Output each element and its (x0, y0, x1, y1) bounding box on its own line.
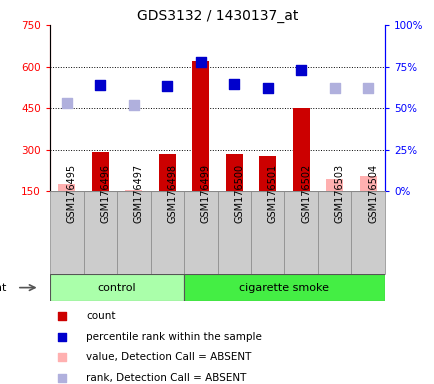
Bar (117, 191, 150, 274)
Bar (250, 191, 284, 274)
Point (297, 67, 304, 73)
Bar (92, 152, 108, 191)
Point (58, 313, 65, 319)
Text: GSM176502: GSM176502 (300, 164, 310, 223)
Bar (326, 179, 342, 191)
Bar (184, 191, 217, 274)
Text: value, Detection Call = ABSENT: value, Detection Call = ABSENT (86, 352, 251, 362)
Bar (217, 191, 250, 274)
Text: GSM176497: GSM176497 (134, 164, 143, 223)
Point (230, 81, 237, 87)
Text: GSM176501: GSM176501 (267, 164, 277, 223)
Point (58, 375, 65, 381)
Bar (50, 274, 184, 301)
Point (197, 59, 204, 65)
Text: GSM176503: GSM176503 (334, 164, 344, 223)
Text: rank, Detection Call = ABSENT: rank, Detection Call = ABSENT (86, 373, 246, 383)
Point (97, 81, 104, 88)
Bar (317, 191, 351, 274)
Point (130, 102, 137, 108)
Bar (359, 176, 376, 191)
Bar (58, 184, 75, 191)
Bar (292, 108, 309, 191)
Text: GSM176498: GSM176498 (167, 164, 177, 223)
Text: GSM176496: GSM176496 (100, 164, 110, 223)
Title: GDS3132 / 1430137_at: GDS3132 / 1430137_at (137, 8, 297, 23)
Text: GSM176495: GSM176495 (67, 164, 76, 223)
Text: agent: agent (0, 283, 7, 293)
Bar (150, 191, 184, 274)
Bar (50, 191, 83, 274)
Point (264, 85, 271, 91)
Bar (284, 191, 317, 274)
Text: GSM176504: GSM176504 (367, 164, 377, 223)
Text: cigarette smoke: cigarette smoke (239, 283, 329, 293)
Point (58, 354, 65, 360)
Text: percentile rank within the sample: percentile rank within the sample (86, 331, 261, 341)
Point (331, 85, 338, 91)
Bar (259, 156, 276, 191)
Bar (192, 61, 209, 191)
Bar (184, 274, 384, 301)
Point (364, 85, 371, 91)
Bar (351, 191, 384, 274)
Point (58, 333, 65, 339)
Text: control: control (98, 283, 136, 293)
Bar (158, 154, 175, 191)
Point (164, 83, 171, 89)
Text: GSM176500: GSM176500 (234, 164, 243, 223)
Text: GSM176499: GSM176499 (201, 164, 210, 223)
Bar (83, 191, 117, 274)
Bar (225, 154, 242, 191)
Point (63, 100, 70, 106)
Bar (125, 190, 142, 191)
Text: count: count (86, 311, 115, 321)
